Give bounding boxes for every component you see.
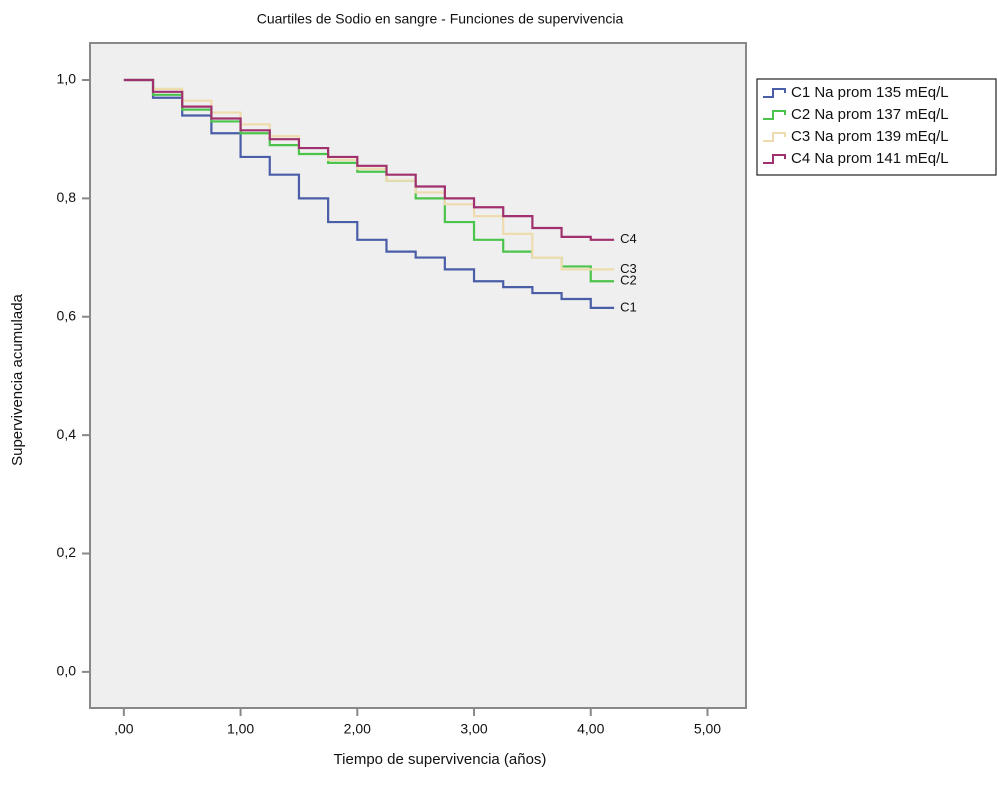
x-tick-label: 5,00 [694, 721, 721, 737]
x-tick-label: ,00 [114, 721, 134, 737]
y-tick-label: 0,4 [57, 426, 77, 442]
x-tick-label: 4,00 [577, 721, 604, 737]
line-end-label: C4 [620, 231, 637, 246]
plot-area [89, 42, 747, 709]
legend-text: C1 Na prom 135 mEq/L [791, 84, 949, 101]
legend-swatch [763, 110, 786, 120]
y-tick-label: 0,8 [57, 189, 77, 205]
x-tick-label: 1,00 [227, 721, 254, 737]
survival-line [123, 78, 615, 309]
legend-swatch [763, 154, 786, 164]
line-end-label: C2 [620, 273, 637, 288]
y-tick-label: 1,0 [57, 71, 77, 87]
legend-text: C3 Na prom 139 mEq/L [791, 128, 949, 145]
y-tick-label: 0,0 [57, 663, 77, 679]
line-end-label: C3 [620, 261, 637, 276]
x-tick-label: 3,00 [460, 721, 487, 737]
y-axis-label: Supervivencia acumulada [9, 293, 26, 465]
y-tick-label: 0,2 [57, 544, 77, 560]
y-tick-label: 0,6 [57, 307, 77, 323]
survival-line [123, 78, 615, 271]
legend-text: C2 Na prom 137 mEq/L [791, 106, 949, 123]
survival-line [123, 78, 615, 241]
x-tick-label: 2,00 [344, 721, 371, 737]
legend-text: C4 Na prom 141 mEq/L [791, 150, 949, 167]
x-axis-label: Tiempo de supervivencia (años) [334, 751, 547, 768]
legend-swatch [763, 132, 786, 142]
legend-swatch [763, 88, 786, 98]
legend-box [756, 78, 997, 176]
chart-title: Cuartiles de Sodio en sangre - Funciones… [257, 11, 624, 27]
line-end-label: C1 [620, 299, 637, 314]
